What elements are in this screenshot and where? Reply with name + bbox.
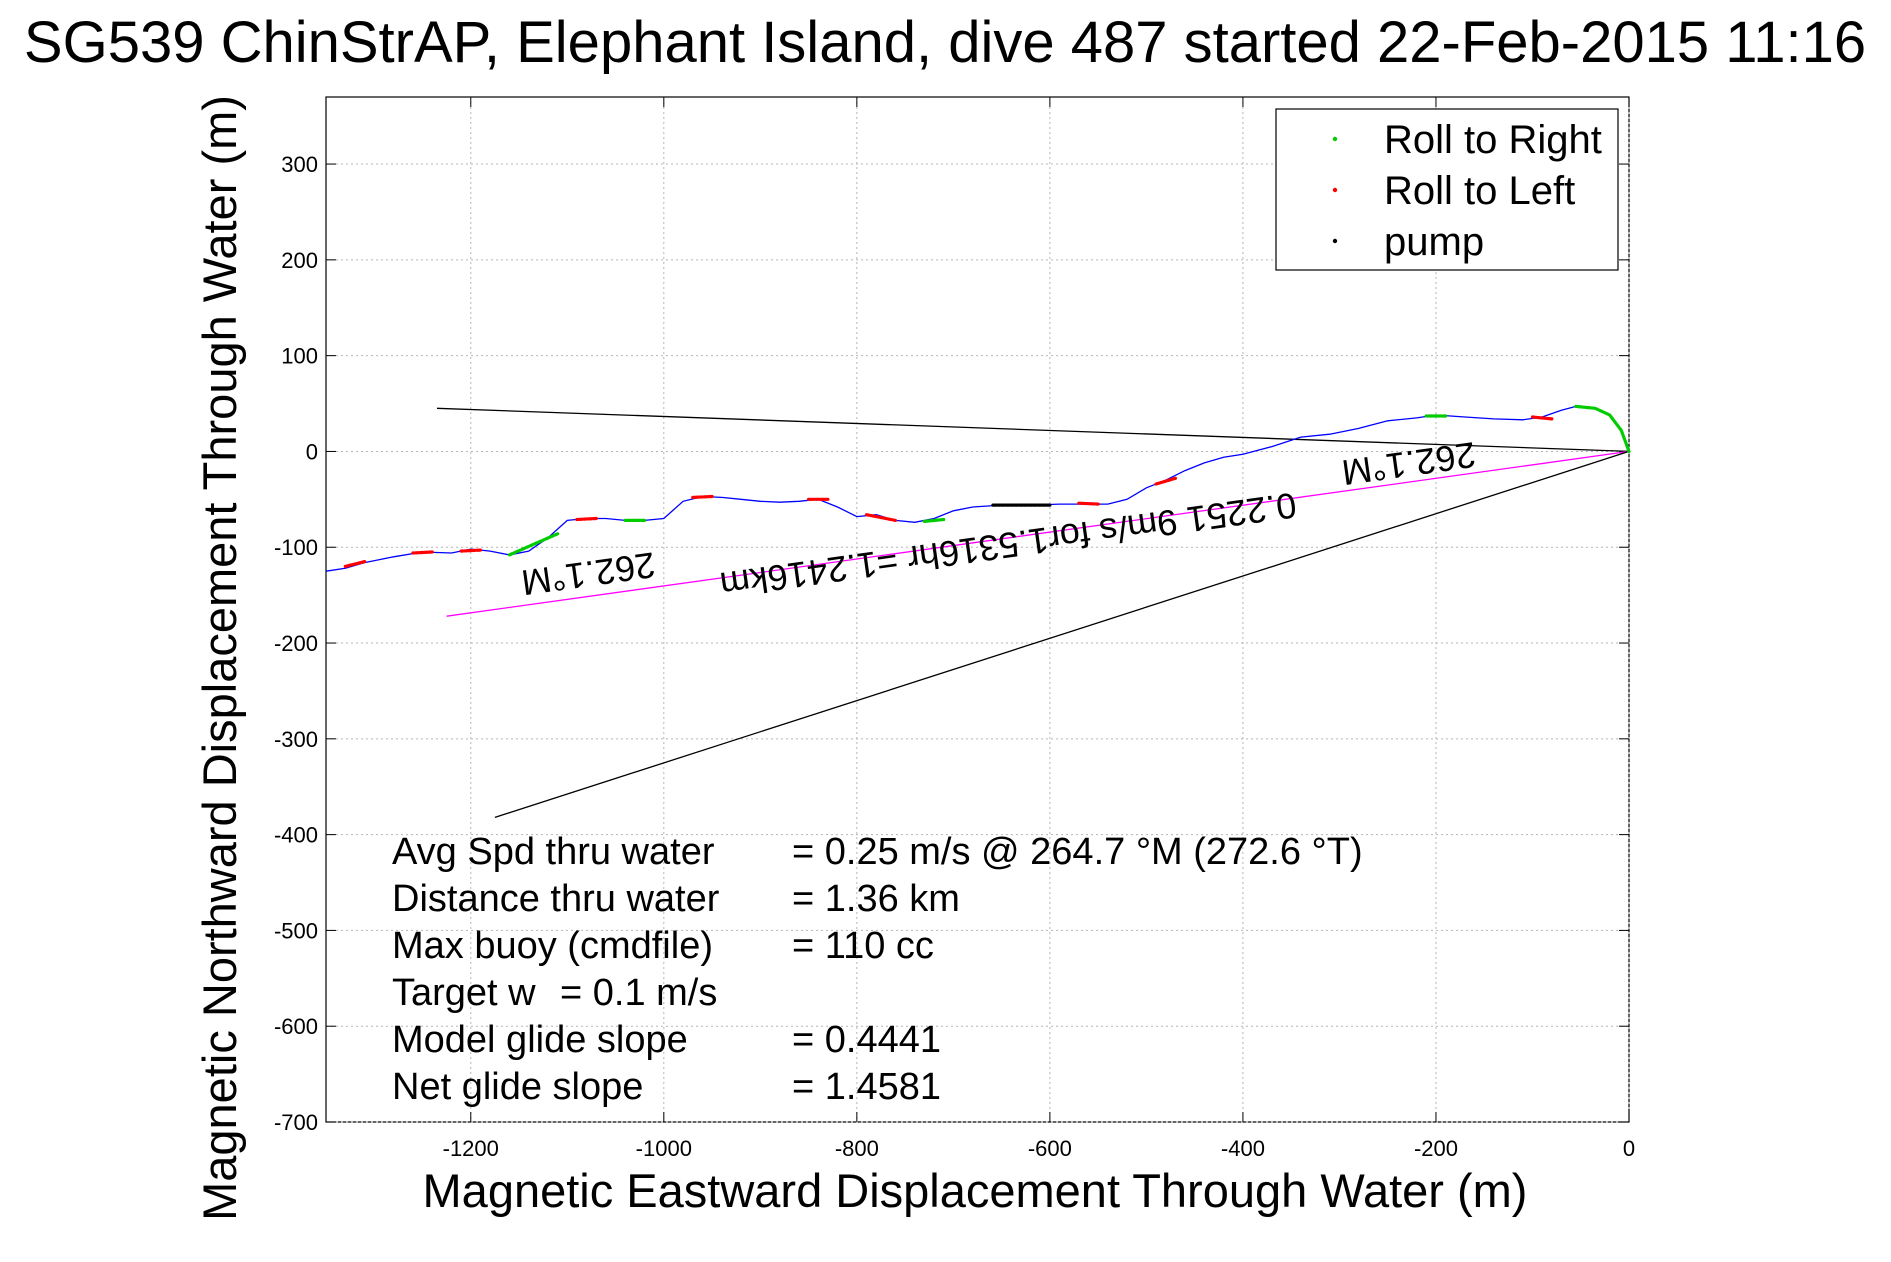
legend-label: Roll to Right [1384,118,1602,162]
reference-line [494,450,1630,819]
roll-left-segment [1077,501,1100,506]
stat-value: = 110 cc [792,925,934,967]
y-tick-label: -700 [274,1110,318,1135]
stat-label: Max buoy (cmdfile) [392,925,713,967]
roll-left-segment [1530,415,1554,421]
x-tick-label: -800 [835,1136,879,1161]
reference-line [436,407,1630,453]
roll-left-segment [343,559,367,569]
stat-label: Target w [392,972,536,1014]
x-tick-label: 0 [1623,1136,1635,1161]
x-axis-label: Magnetic Eastward Displacement Through W… [423,1164,1528,1217]
x-tick-label: -200 [1414,1136,1458,1161]
y-tick-label: -600 [274,1014,318,1039]
legend-marker [1332,187,1338,193]
roll-right-segment [507,532,560,557]
legend-marker [1332,136,1338,142]
chart-title: SG539 ChinStrAP, Elephant Island, dive 4… [24,10,1866,75]
legend-label: Roll to Left [1384,169,1575,213]
plot-annotation: 262.1°M [519,544,658,603]
x-tick-label: -600 [1028,1136,1072,1161]
y-tick-label: 0 [306,439,318,464]
stat-label: Distance thru water [392,878,720,920]
stat-value: = 1.4581 [792,1066,941,1108]
stat-value: = 0.4441 [792,1019,941,1061]
y-tick-label: -200 [274,631,318,656]
stat-label: Avg Spd thru water [392,831,715,873]
y-axis-label: Magnetic Northward Displacement Through … [193,95,246,1221]
stat-value: = 1.36 km [792,878,960,920]
legend-label: pump [1384,220,1484,264]
plot-annotation: 0.2251 9m/s for1.5316hr =1.2416km [718,485,1299,607]
reference-line [446,450,1630,617]
stats-block: Avg Spd thru water = 0.25 m/s @ 264.7 °M … [392,831,1363,1108]
stat-value: = 0.1 m/s [560,972,717,1014]
legend-marker [1332,238,1338,244]
roll-left-segment [691,494,714,499]
axis-ticks: -1200 -1000 -800 -600 -400 -200 0 300 200 100 0 -10… [274,97,1635,1161]
y-tick-label: -400 [274,823,318,848]
plot-area: 262.1°M 0.2251 9m/s for1.5316hr =1.2416km… [325,404,1631,819]
roll-left-segment [459,548,482,553]
y-tick-label: -100 [274,535,318,560]
x-tick-label: -1000 [636,1136,692,1161]
roll-right-segment [1574,404,1631,453]
roll-right-segment [922,517,946,524]
roll-left-segment [575,516,598,522]
roll-left-segment [411,550,434,555]
x-tick-label: -1200 [443,1136,499,1161]
stat-label: Model glide slope [392,1019,688,1061]
stat-value: = 0.25 m/s @ 264.7 °M (272.6 °T) [792,831,1363,873]
y-tick-label: 300 [281,152,318,177]
x-tick-label: -400 [1221,1136,1265,1161]
roll-left-segment [864,513,898,523]
roll-left-segment [1154,476,1178,486]
y-tick-label: -500 [274,918,318,943]
legend: Roll to Right Roll to Left pump [1275,108,1619,271]
y-tick-label: 200 [281,248,318,273]
y-tick-label: -300 [274,727,318,752]
stat-label: Net glide slope [392,1066,643,1108]
y-tick-label: 100 [281,344,318,369]
